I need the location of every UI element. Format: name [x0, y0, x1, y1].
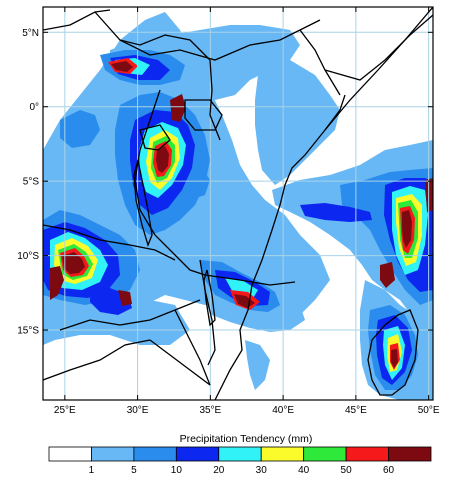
madagascar-coast: [367, 309, 419, 396]
coastlines-and-borders: [43, 7, 433, 400]
border-uganda-kenya: [209, 59, 221, 141]
border-tanzania-mozambique: [204, 274, 296, 286]
border-somalia-kenya: [324, 94, 346, 131]
colorbar-box-0: [48, 446, 92, 462]
lake-malawi: [203, 269, 216, 327]
border-mozambique-inner: [174, 309, 211, 386]
rain-region-south-central: [200, 290, 305, 332]
rain-region-north-band: [110, 25, 300, 100]
y-tick-label-1: 0°: [29, 102, 39, 113]
precip-layer-gt-60: [50, 61, 433, 368]
border-ethiopia-kenya: [299, 29, 341, 96]
colorbar-labels: 1 5 10 20 30 40 50 60: [89, 465, 395, 476]
colorbar: [48, 446, 432, 462]
coastline-east-africa: [214, 7, 433, 400]
colorbar-box-8: [388, 446, 432, 462]
colorbar-box-6: [303, 446, 347, 462]
colorbar-box-1: [91, 446, 135, 462]
y-tick-label-4: 15°S: [17, 326, 39, 337]
x-axis-tick-labels: 25°E 30°E 35°E 40°E 45°E 50°E: [54, 405, 440, 416]
x-tick-label-3: 40°E: [272, 405, 294, 416]
y-axis-tick-labels: 5°N 0° 5°S 10°S 15°S: [17, 28, 39, 337]
x-tick-label-2: 35°E: [199, 405, 221, 416]
colorbar-label-3: 20: [213, 465, 225, 476]
x-tick-label-4: 45°E: [345, 405, 367, 416]
border-north-1: [43, 9, 111, 31]
border-drc-zambia: [43, 224, 176, 261]
border-southwest: [43, 339, 151, 381]
rain-region-mozambique-coast: [245, 340, 270, 390]
colorbar-box-3: [175, 446, 220, 462]
colorbar-box-4: [218, 446, 262, 462]
y-tick-label-3: 10°S: [17, 251, 39, 262]
colorbar-label-7: 60: [383, 465, 395, 476]
border-zimbabwe: [149, 339, 211, 386]
rain-region-central-east: [255, 55, 340, 185]
colorbar-title: Precipitation Tendency (mm): [180, 433, 313, 445]
plot-frame: [42, 6, 434, 401]
y-tick-label-2: 5°S: [23, 177, 40, 188]
colorbar-label-0: 1: [89, 465, 95, 476]
border-lake-victoria: [184, 99, 223, 131]
axis-ticks: [43, 7, 433, 400]
lake-tanganyika: [133, 159, 153, 247]
border-malawi: [199, 259, 216, 366]
border-east-somalia: [324, 14, 433, 81]
colorbar-label-5: 40: [298, 465, 310, 476]
colorbar-box-5: [260, 446, 305, 462]
colorbar-label-6: 50: [341, 465, 353, 476]
x-tick-label-5: 50°E: [418, 405, 440, 416]
x-tick-label-1: 30°E: [127, 405, 149, 416]
border-west-tanzania: [134, 89, 206, 276]
colorbar-label-4: 30: [256, 465, 268, 476]
colorbar-label-2: 10: [171, 465, 183, 476]
colorbar-box-2: [133, 446, 177, 462]
colorbar-box-7: [345, 446, 389, 462]
border-north-2: [119, 19, 321, 61]
colorbar-label-1: 5: [131, 465, 137, 476]
border-south-sudan: [94, 11, 211, 61]
border-rwanda-burundi: [139, 124, 171, 151]
y-tick-label-0: 5°N: [22, 28, 39, 39]
border-zambia-south: [59, 299, 201, 331]
x-tick-label-0: 25°E: [54, 405, 76, 416]
